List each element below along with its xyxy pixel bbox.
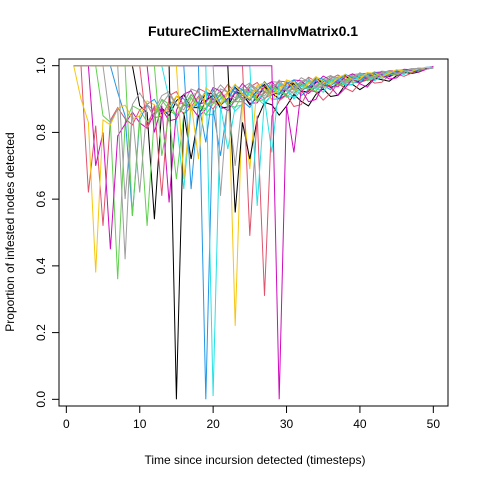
y-tick-label: 0.8 — [34, 124, 48, 141]
x-tick-label: 40 — [353, 417, 367, 431]
series-layer — [73, 65, 434, 400]
y-axis: 0.0 0.2 0.4 0.6 0.8 1.0 — [34, 57, 60, 408]
y-tick-label: 0.0 — [34, 391, 48, 408]
x-axis-title: Time since incursion detected (timesteps… — [145, 453, 366, 467]
x-tick-label: 50 — [427, 417, 441, 431]
series-line-16 — [73, 65, 434, 200]
x-tick-label: 0 — [63, 417, 70, 431]
x-axis: 0 10 20 30 40 50 — [63, 405, 441, 431]
series-line-24 — [73, 65, 434, 196]
x-tick-label: 20 — [206, 417, 220, 431]
chart-title: FutureClimExternalInvMatrix0.1 — [148, 23, 358, 39]
x-tick-label: 10 — [133, 417, 147, 431]
y-tick-label: 0.4 — [34, 257, 48, 274]
y-tick-label: 0.6 — [34, 190, 48, 207]
y-axis-title: Proportion of infested nodes detected — [3, 132, 17, 331]
x-tick-label: 30 — [280, 417, 294, 431]
y-tick-label: 0.2 — [34, 324, 48, 341]
y-tick-label: 1.0 — [34, 57, 48, 74]
